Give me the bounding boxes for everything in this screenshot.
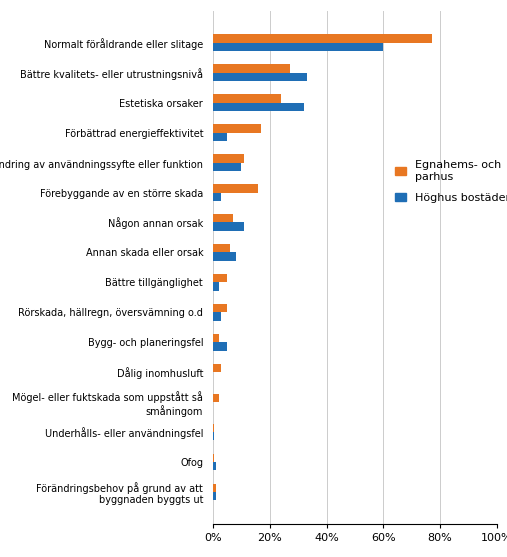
Bar: [213, 312, 222, 321]
Bar: [213, 252, 236, 261]
Bar: [213, 154, 244, 163]
Bar: [213, 184, 259, 193]
Bar: [213, 274, 227, 282]
Bar: [213, 133, 227, 141]
Bar: [213, 124, 261, 133]
Bar: [213, 65, 289, 73]
Bar: [213, 214, 233, 222]
Bar: [213, 432, 214, 441]
Bar: [213, 73, 307, 81]
Bar: [213, 282, 219, 291]
Bar: [213, 462, 216, 470]
Bar: [213, 94, 281, 102]
Bar: [213, 483, 216, 492]
Bar: [213, 304, 227, 312]
Legend: Egnahems- och
parhus, Höghus bostäder: Egnahems- och parhus, Höghus bostäder: [394, 160, 507, 203]
Bar: [213, 492, 216, 500]
Bar: [213, 334, 219, 342]
Bar: [213, 163, 241, 171]
Bar: [213, 193, 222, 201]
Bar: [213, 394, 219, 402]
Bar: [213, 342, 227, 350]
Bar: [213, 43, 383, 51]
Bar: [213, 222, 244, 231]
Bar: [213, 35, 431, 43]
Bar: [213, 102, 304, 111]
Bar: [213, 453, 214, 462]
Bar: [213, 364, 222, 372]
Bar: [213, 244, 230, 252]
Bar: [213, 424, 214, 432]
